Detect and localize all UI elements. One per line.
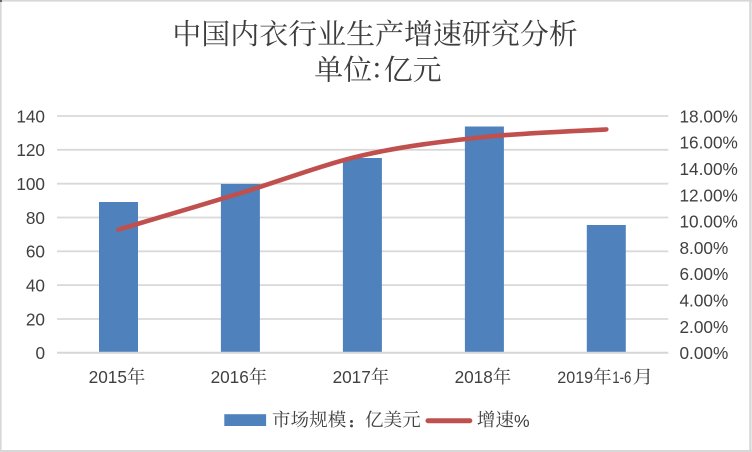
- svg-text:0.00%: 0.00%: [680, 343, 729, 363]
- svg-text:2015: 2015: [89, 367, 127, 387]
- svg-text:6.00%: 6.00%: [680, 264, 729, 284]
- svg-text:2018: 2018: [455, 367, 493, 387]
- svg-text:8.00%: 8.00%: [680, 238, 729, 258]
- svg-text:120: 120: [16, 140, 45, 160]
- svg-text:1-6: 1-6: [612, 368, 631, 387]
- svg-text:0: 0: [35, 343, 45, 363]
- svg-text:10.00%: 10.00%: [680, 212, 738, 232]
- svg-text:2017: 2017: [333, 367, 371, 387]
- svg-text:%: %: [514, 411, 530, 431]
- svg-text:4.00%: 4.00%: [680, 291, 729, 311]
- svg-text:100: 100: [16, 174, 45, 194]
- svg-text:2.00%: 2.00%: [680, 317, 729, 337]
- svg-text:14.00%: 14.00%: [680, 159, 738, 179]
- svg-text:2019: 2019: [557, 368, 593, 387]
- svg-text:60: 60: [26, 242, 45, 262]
- svg-text:20: 20: [26, 309, 45, 329]
- svg-text:40: 40: [26, 276, 45, 296]
- svg-text:18.00%: 18.00%: [680, 106, 738, 126]
- svg-text:80: 80: [26, 208, 45, 228]
- svg-text:12.00%: 12.00%: [680, 185, 738, 205]
- svg-text:140: 140: [16, 106, 45, 126]
- svg-text:2016: 2016: [211, 367, 249, 387]
- svg-text:16.00%: 16.00%: [680, 133, 738, 153]
